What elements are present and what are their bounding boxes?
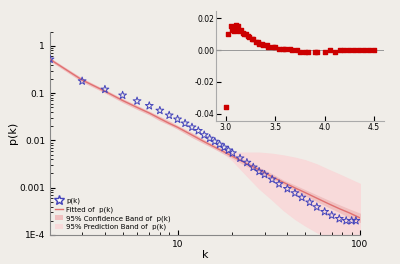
Point [294, 48, 300, 52]
Point [230, 29, 237, 33]
Point [236, 29, 242, 33]
Point [284, 187, 290, 191]
Point [322, 210, 328, 214]
Point [166, 113, 172, 117]
Point [134, 99, 140, 103]
Point [223, 105, 229, 109]
Point [371, 48, 377, 52]
Point [212, 139, 218, 144]
Point [314, 50, 320, 54]
Point [299, 195, 305, 200]
Point [353, 219, 359, 223]
Point [322, 50, 328, 54]
Point [289, 48, 295, 52]
Point [287, 46, 293, 51]
Point [297, 50, 303, 54]
Point [234, 24, 241, 29]
Y-axis label: p(k): p(k) [8, 122, 18, 144]
Point [157, 109, 163, 113]
Point [228, 24, 234, 29]
Point [182, 121, 188, 125]
Point [252, 40, 259, 44]
Point [292, 191, 298, 195]
Point [348, 219, 355, 223]
Point [306, 200, 313, 204]
Point [146, 104, 152, 108]
Point [201, 133, 207, 137]
Point [265, 45, 272, 49]
Point [47, 57, 53, 62]
Point [302, 50, 308, 54]
Point [269, 177, 275, 181]
Point [270, 45, 276, 49]
Point [232, 26, 238, 30]
Point [276, 182, 282, 186]
Point [305, 50, 311, 54]
Point [254, 40, 261, 44]
Point [216, 142, 223, 147]
Point [282, 46, 288, 51]
Point [331, 50, 338, 54]
Legend: p(k), Fitted of  p(k), 95% Confidence Band of  p(k), 95% Prediction Band of  p(k: p(k), Fitted of p(k), 95% Confidence Ban… [54, 196, 172, 232]
Point [343, 219, 349, 223]
Point [312, 50, 318, 54]
Point [261, 172, 268, 177]
Point [272, 45, 278, 49]
Point [246, 35, 252, 40]
Point [276, 46, 282, 51]
Point [102, 87, 108, 92]
Point [351, 48, 358, 52]
Point [256, 169, 262, 174]
Point [225, 32, 231, 36]
X-axis label: k: k [202, 250, 208, 260]
Point [225, 148, 232, 152]
Point [264, 43, 270, 48]
Point [250, 165, 256, 169]
Point [244, 161, 250, 165]
Point [259, 42, 266, 46]
Point [341, 48, 348, 52]
Point [248, 37, 255, 41]
Point [314, 205, 320, 209]
Point [356, 48, 362, 52]
Point [280, 46, 286, 51]
Point [346, 48, 353, 52]
Point [238, 27, 244, 32]
Point [242, 32, 249, 36]
Point [229, 151, 236, 155]
Point [361, 48, 368, 52]
Point [206, 136, 213, 141]
Point [240, 32, 247, 36]
Point [237, 156, 243, 160]
Point [189, 125, 195, 129]
Point [244, 34, 251, 38]
Point [120, 93, 126, 97]
Point [232, 23, 239, 27]
Point [249, 37, 256, 41]
Point [366, 48, 372, 52]
Point [260, 43, 267, 48]
Point [326, 48, 333, 52]
Point [174, 117, 181, 121]
Point [229, 27, 235, 32]
Point [336, 217, 342, 221]
Point [256, 42, 263, 46]
Point [195, 129, 202, 133]
Point [328, 213, 335, 218]
Point [240, 31, 246, 35]
Point [336, 48, 343, 52]
Point [221, 145, 227, 150]
Point [79, 79, 85, 83]
